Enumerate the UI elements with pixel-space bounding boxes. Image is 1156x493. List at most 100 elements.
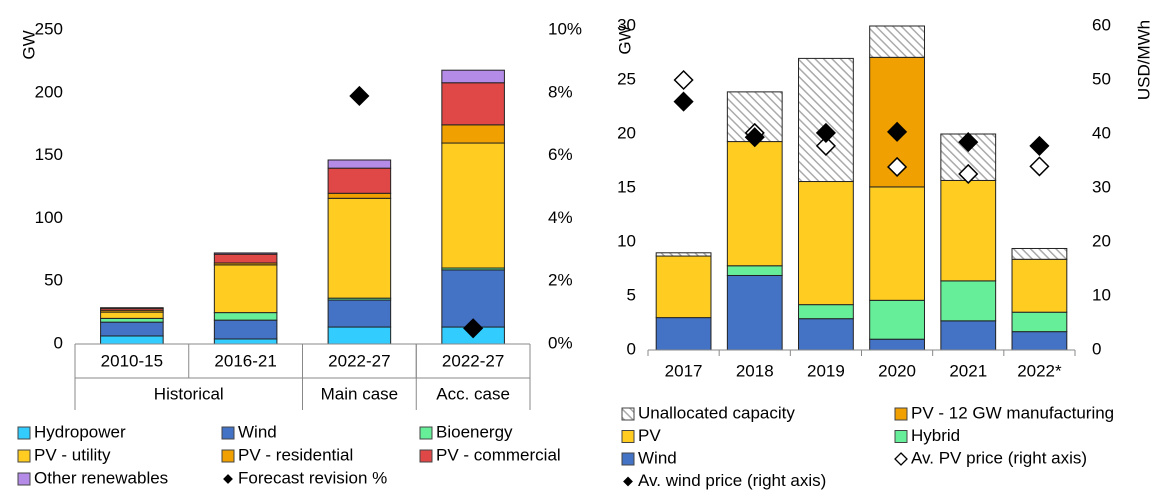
y-tick-label: 150 <box>35 145 63 164</box>
legend-label: PV - commercial <box>436 445 561 464</box>
y-tick-label: 20 <box>617 123 636 142</box>
diamond-marker <box>958 132 979 153</box>
legend-swatch <box>17 426 31 440</box>
legend-label: Other renewables <box>34 468 168 487</box>
legend-label: PV - 12 GW manufacturing <box>911 403 1114 422</box>
y2-tick-label: 40 <box>1092 123 1111 142</box>
y-tick-label: 0 <box>627 339 636 358</box>
bar-segment <box>213 338 278 345</box>
bar-segment <box>441 82 505 126</box>
legend-swatch <box>621 452 635 466</box>
legend-label: Wind <box>638 448 677 467</box>
bar-segment <box>869 299 925 340</box>
bar-segment <box>327 299 392 328</box>
bar-segment <box>940 320 997 351</box>
legend-swatch <box>621 407 635 421</box>
y2-tick-label: 8% <box>548 82 573 101</box>
legend-swatch <box>621 430 635 443</box>
y2-tick-label: 10% <box>548 19 582 38</box>
bar-segment <box>940 179 997 282</box>
y-tick-label: 250 <box>35 19 63 38</box>
y2-tick-label: 4% <box>548 208 573 227</box>
bar-segment <box>441 69 505 84</box>
legend-label: Hydropower <box>34 422 126 441</box>
y2-tick-label: 60 <box>1092 15 1111 34</box>
y-tick-label: 200 <box>35 82 63 101</box>
group-label: Historical <box>154 384 224 403</box>
legend-label: Unallocated capacity <box>638 403 795 422</box>
x-tick-label: 2022-27 <box>442 351 504 370</box>
bar-segment <box>100 307 164 309</box>
y2-tick-label: 0% <box>548 333 573 352</box>
y-axis-label: GW <box>19 30 38 59</box>
bar-segment <box>100 321 164 337</box>
group-label: Acc. case <box>436 384 510 403</box>
y2-tick-label: 30 <box>1092 177 1111 196</box>
bar-segment <box>940 280 997 322</box>
bar-segment <box>869 186 925 301</box>
bar-segment <box>1011 258 1068 313</box>
bar-segment <box>655 317 712 351</box>
bar-segment <box>213 252 278 255</box>
bar-segment <box>100 311 164 319</box>
bar-segment <box>1011 311 1068 333</box>
y-tick-label: 0 <box>54 333 63 352</box>
legend-marker <box>894 452 908 466</box>
y-tick-label: 100 <box>35 208 63 227</box>
legend-label: PV - utility <box>34 445 111 464</box>
bar-segment <box>798 181 854 306</box>
legend-label: Hybrid <box>911 426 960 445</box>
chart: 0 50 100 150 200 250 0% 2% 4% 6% 8% 10% GW 2010-15 201… <box>17 19 582 487</box>
diamond-marker <box>1029 135 1050 156</box>
diamond-marker <box>887 156 908 178</box>
legend-marker <box>223 474 233 484</box>
bar-segment <box>327 167 392 194</box>
x-tick-label: 2018 <box>736 361 774 380</box>
y2-tick-label: 6% <box>548 145 573 164</box>
legend-swatch <box>419 426 433 440</box>
bar-segment <box>327 159 392 169</box>
legend-marker <box>623 476 633 487</box>
legend-swatch <box>17 449 31 463</box>
diamond-marker <box>744 127 765 148</box>
x-tick-label: 2021 <box>949 361 987 380</box>
bar-segment <box>213 319 278 340</box>
bar-segment <box>441 142 505 269</box>
legend-label: Av. PV price (right axis) <box>911 448 1087 467</box>
legend-label: PV <box>638 426 661 445</box>
y2-tick-label: 0 <box>1092 339 1101 358</box>
diamond-marker <box>349 85 370 107</box>
bar-segment <box>726 274 783 351</box>
legend-swatch <box>894 407 908 421</box>
bar-segment <box>327 192 392 199</box>
legend-label: PV - residential <box>238 445 353 464</box>
x-tick-label: 2017 <box>665 361 703 380</box>
bar-segment <box>798 57 854 183</box>
chart: 0 5 10 15 20 25 30 0 10 20 30 40 50 60 GW USD/MWh 2017 20… <box>615 15 1153 490</box>
y2-axis-label: USD/MWh <box>1134 20 1153 100</box>
diamond-marker <box>673 91 694 112</box>
bar-segment <box>798 318 854 351</box>
bar-segment <box>798 304 854 320</box>
bar-segment <box>1011 247 1068 260</box>
y-tick-label: 25 <box>617 69 636 88</box>
diamond-marker <box>463 318 484 339</box>
bar-segment <box>213 253 278 264</box>
diamond-marker <box>887 121 908 142</box>
diamond-marker <box>1029 156 1050 177</box>
legend-label: Bioenergy <box>436 422 513 441</box>
y-tick-label: 5 <box>627 285 636 304</box>
x-tick-label: 2022-27 <box>328 351 390 370</box>
x-tick-label: 2010-15 <box>101 351 163 370</box>
bar-segment <box>213 312 278 321</box>
x-tick-label: 2019 <box>807 361 845 380</box>
bar-segment <box>100 335 164 345</box>
bar-segment <box>869 338 925 351</box>
group-label: Main case <box>321 384 398 403</box>
x-tick-label: 2020 <box>878 361 916 380</box>
bar-segment <box>327 197 392 299</box>
bar-segment <box>726 265 783 276</box>
y-tick-label: 15 <box>617 177 636 196</box>
legend-swatch <box>419 449 433 463</box>
